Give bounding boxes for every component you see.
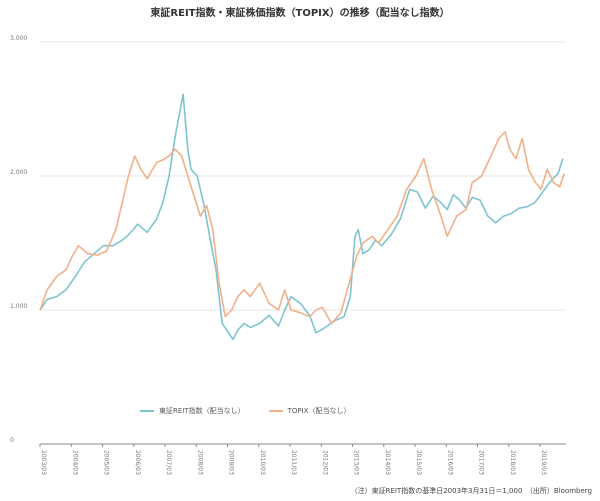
x-tick-label: 2017/03 [478, 450, 485, 475]
series-line-reit [39, 93, 564, 341]
legend-swatch-topix [268, 410, 283, 412]
x-tick-label: 2011/03 [290, 450, 297, 475]
x-tick-label: 2016/03 [446, 450, 453, 475]
x-tick-label: 2008/03 [196, 450, 203, 475]
chart-title: 東証REIT指数・東証株価指数（TOPIX）の推移（配当なし指数） [150, 8, 450, 19]
legend-swatch-reit [140, 410, 154, 412]
x-tick-label: 2006/03 [134, 450, 141, 475]
y-tick-label: 2,000 [10, 169, 27, 176]
x-tick-label: 2013/03 [353, 450, 360, 475]
series-lines [39, 93, 566, 341]
x-tick-label: 2003/03 [40, 450, 47, 475]
legend: 東証REIT指数（配当なし） TOPIX（配当なし） [140, 406, 351, 416]
y-tick-label: 0 [10, 437, 14, 444]
legend-item-topix: TOPIX（配当なし） [268, 406, 351, 416]
legend-label-reit: 東証REIT指数（配当なし） [159, 407, 245, 415]
x-tick-label: 2007/03 [165, 450, 172, 475]
legend-label-topix: TOPIX（配当なし） [287, 407, 351, 415]
x-tick-labels: 2003/03 2004/03 2005/03 2006/03 2007/03 2008/… [39, 444, 547, 475]
x-tick-label: 2014/03 [384, 450, 391, 475]
x-tick-label: 2019/03 [540, 450, 547, 475]
legend-item-reit: 東証REIT指数（配当なし） [140, 406, 245, 416]
x-tick-label: 2012/03 [321, 450, 328, 475]
x-tick-label: 2015/03 [415, 450, 422, 475]
x-tick-label: 2018/03 [509, 450, 516, 475]
series-line-topix [39, 131, 566, 325]
y-tick-labels: 0 1,000 2,000 3,000 [10, 35, 27, 444]
x-tick-label: 2004/03 [71, 450, 78, 475]
x-tick-label: 2009/03 [228, 450, 235, 475]
x-tick-label: 2010/03 [259, 450, 266, 475]
source-note: （注）東証REIT指数の基準日2003年3月31日＝1,000 （出所）Bloo… [350, 487, 592, 495]
y-tick-label: 1,000 [10, 303, 27, 310]
x-tick-label: 2005/03 [103, 450, 110, 475]
y-tick-label: 3,000 [10, 35, 27, 42]
